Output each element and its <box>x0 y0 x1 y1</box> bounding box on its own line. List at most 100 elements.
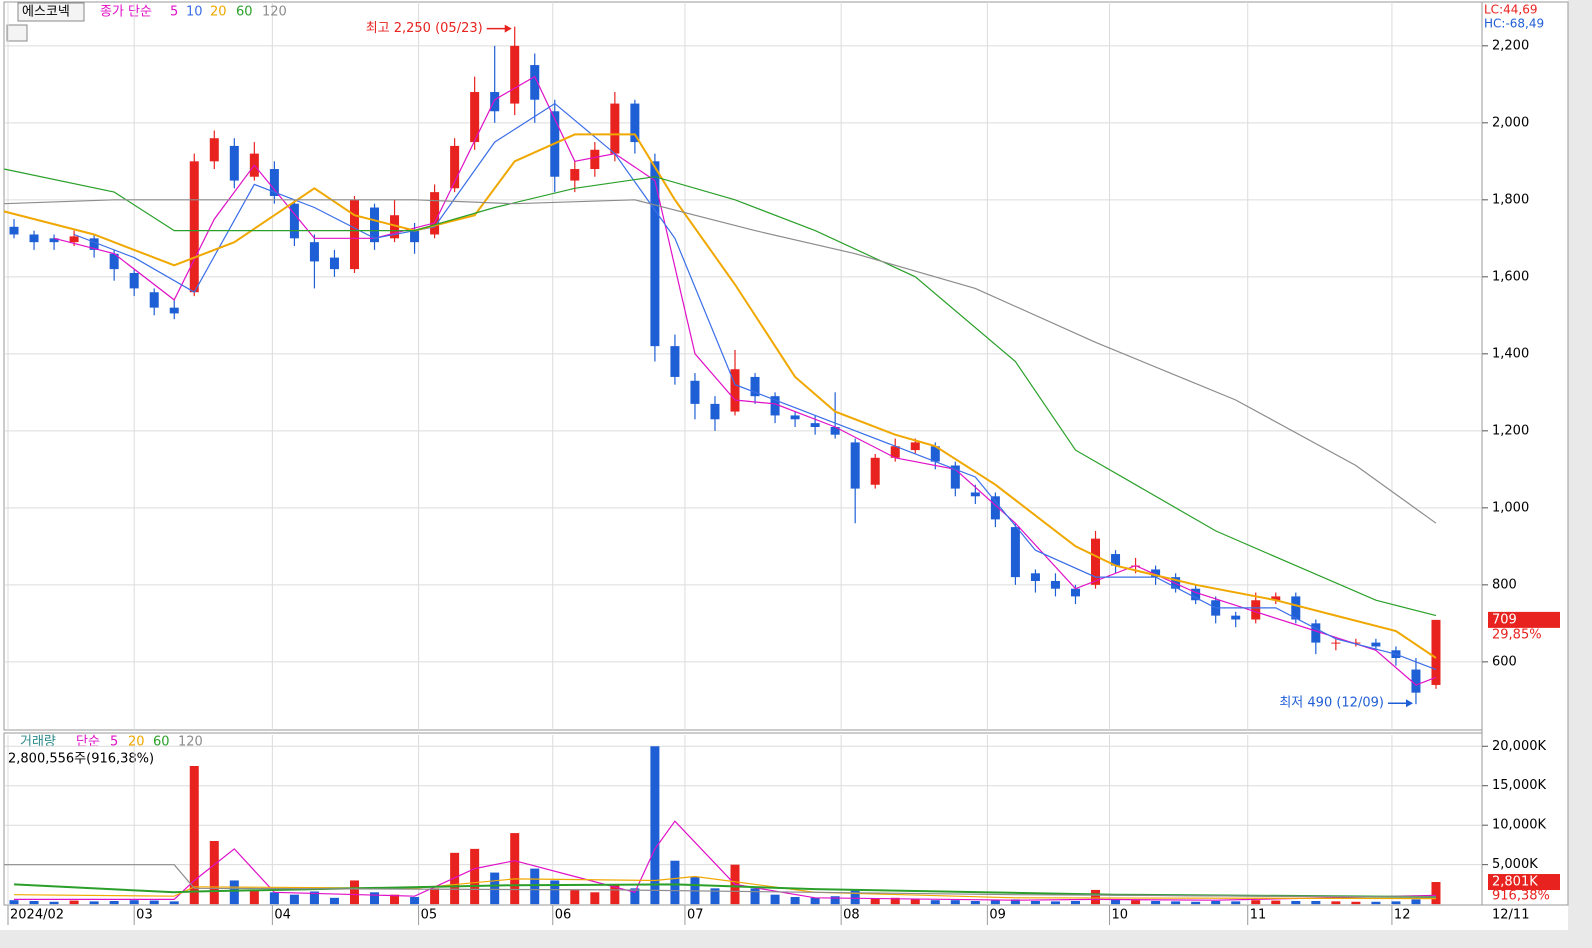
volume-bar <box>370 892 380 905</box>
volume-bar <box>49 901 59 905</box>
candle-body <box>990 496 1000 520</box>
candle-body <box>1291 596 1301 620</box>
x-tick-label: 08 <box>843 908 860 923</box>
volume-bar <box>990 900 1000 905</box>
lc-label: LC:44,69 <box>1484 3 1537 17</box>
volume-bar <box>269 892 279 905</box>
candle-body <box>910 442 920 451</box>
candle-body <box>1331 642 1341 644</box>
ma-line <box>3 168 1437 617</box>
last-volume: 2,801K <box>1492 875 1538 890</box>
legend-entry: 60 <box>153 735 170 750</box>
candle-body <box>69 236 79 243</box>
volume-bar <box>550 880 560 905</box>
volume-bar <box>1131 900 1141 905</box>
candle-body <box>1411 669 1421 693</box>
candle-body <box>410 230 420 243</box>
volume-bar <box>750 888 760 905</box>
legend-label: 종가 단순 <box>100 5 152 20</box>
volume-bar <box>830 896 840 905</box>
volume-bar <box>530 868 540 905</box>
y-tick-label: 2,000 <box>1492 115 1529 130</box>
y-axis-area <box>1481 1 1569 906</box>
x-tick-label: 06 <box>555 908 572 923</box>
candle-body <box>1010 527 1020 578</box>
legend-entry: 10 <box>186 5 203 20</box>
volume-bar <box>29 900 39 905</box>
volume-bar <box>710 888 720 905</box>
volume-bar <box>1431 882 1441 905</box>
volume-bar <box>630 888 640 905</box>
candle-body <box>650 161 660 347</box>
last-volume-box <box>1488 874 1560 891</box>
volume-bar <box>1251 900 1261 905</box>
chart-bg <box>0 0 1568 930</box>
candle-body <box>370 207 380 243</box>
stock-name-box[interactable] <box>17 2 85 22</box>
y-tick-label: 10,000K <box>1492 818 1546 833</box>
candle-body <box>670 346 680 377</box>
volume-bar <box>890 897 900 905</box>
candle-body <box>510 45 520 104</box>
x-tick-label: 2024/02 <box>10 908 64 923</box>
candle-body <box>490 92 500 112</box>
y-tick-label: 600 <box>1492 654 1517 669</box>
volume-bar <box>430 888 440 905</box>
volume-bar <box>1311 900 1321 905</box>
x-tick-label: 04 <box>274 908 291 923</box>
candle-body <box>1191 588 1201 601</box>
table-button[interactable] <box>6 24 28 42</box>
volume-bar <box>950 900 960 905</box>
x-tick-label: 05 <box>421 908 438 923</box>
volume-bar <box>249 889 259 905</box>
candle-body <box>450 145 460 189</box>
ma-line <box>73 102 1437 671</box>
volume-bar <box>329 897 339 905</box>
legend-entry: 60 <box>236 5 253 20</box>
legend-entry: 20 <box>210 5 227 20</box>
volume-bar <box>1271 900 1281 905</box>
ma-line <box>3 199 1437 524</box>
candle-body <box>129 272 139 289</box>
stock-name[interactable]: 에스코넥 <box>22 5 70 20</box>
volume-bar <box>970 900 980 905</box>
volume-bar <box>910 899 920 905</box>
y-tick-label: 1,600 <box>1492 269 1529 284</box>
ma-line <box>4 864 1437 898</box>
y-tick-label: 800 <box>1492 577 1517 592</box>
volume-bar <box>1151 900 1161 905</box>
x-tick-label: 11 <box>1250 908 1267 923</box>
candle-body <box>970 492 980 497</box>
candle-body <box>349 199 359 270</box>
legend-entry: 120 <box>178 735 203 750</box>
candle-body <box>770 396 780 416</box>
candle-body <box>430 192 440 235</box>
candle-body <box>950 465 960 489</box>
volume-bar <box>309 891 319 905</box>
volume-bar <box>149 900 159 905</box>
candle-body <box>930 446 940 462</box>
volume-bar <box>1351 901 1361 905</box>
volume-bar <box>1391 901 1401 905</box>
volume-bar <box>510 833 520 905</box>
candle-body <box>1311 623 1321 643</box>
volume-bar <box>1070 900 1080 905</box>
candle-body <box>49 238 59 243</box>
volume-bar <box>1091 889 1101 905</box>
candle-body <box>1371 642 1381 647</box>
candle-body <box>229 145 239 181</box>
volume-bar <box>670 860 680 905</box>
y-tick-label: 20,000K <box>1492 739 1546 754</box>
candle-body <box>109 253 119 270</box>
volume-bar <box>870 898 880 905</box>
candle-body <box>790 415 800 420</box>
legend-entry: 5 <box>110 735 118 750</box>
legend-entry: 5 <box>170 5 178 20</box>
volume-bar <box>1111 899 1121 905</box>
volume-info: 2,800,556주(916,38%) <box>8 752 154 767</box>
candle-body <box>610 103 620 154</box>
volume-bar <box>289 894 299 905</box>
candle-body <box>189 161 199 293</box>
